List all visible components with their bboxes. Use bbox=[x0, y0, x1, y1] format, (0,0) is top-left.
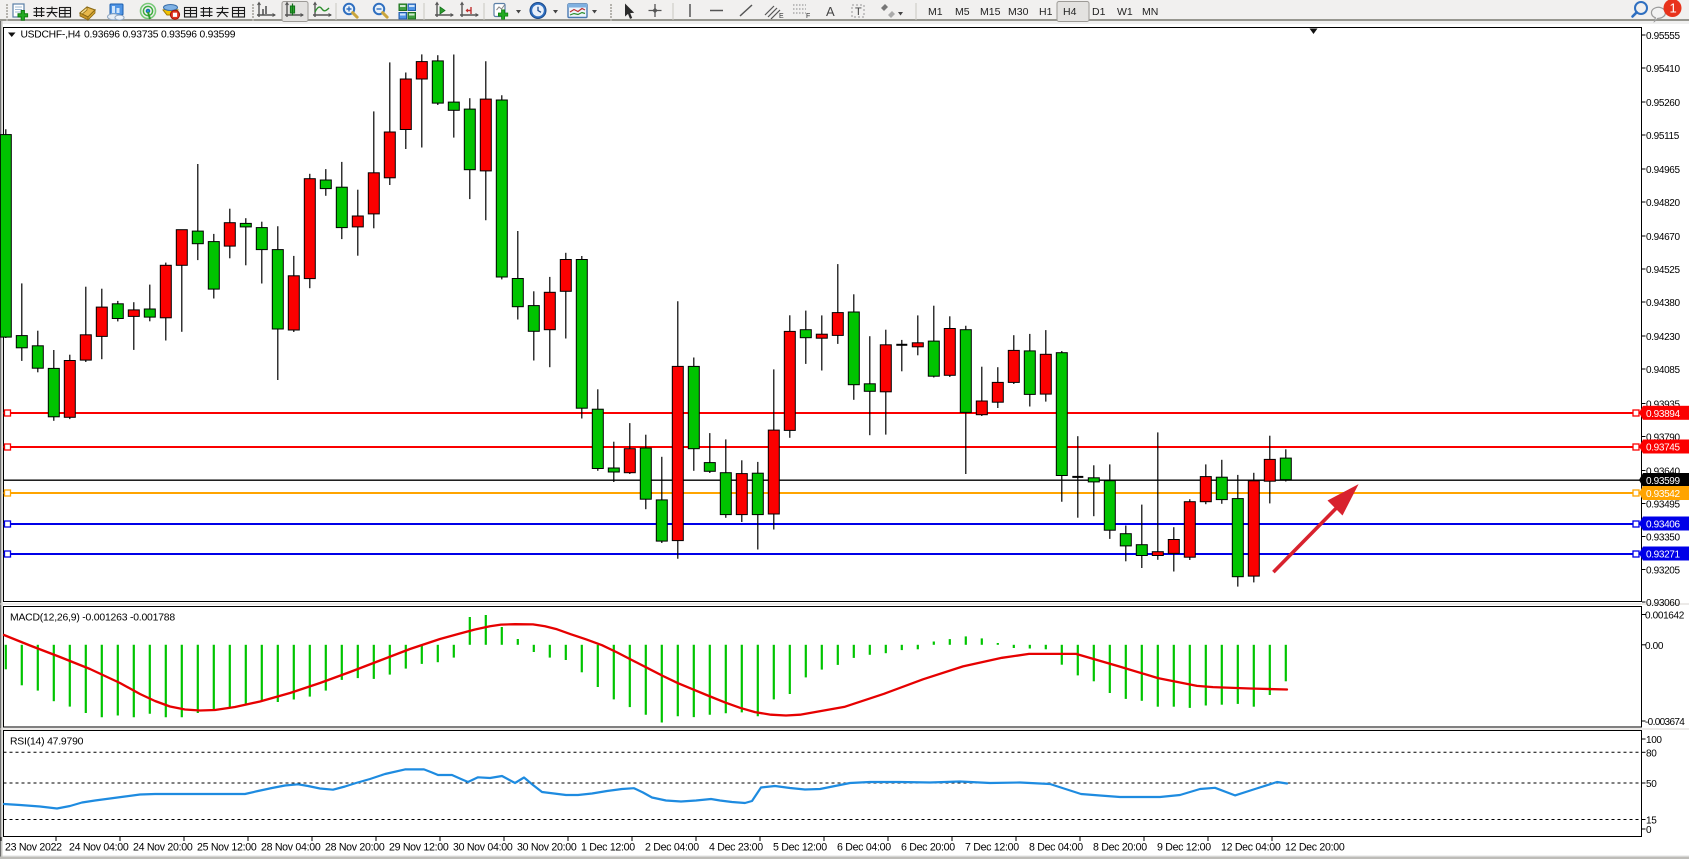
svg-text:8 Dec 04:00: 8 Dec 04:00 bbox=[1029, 842, 1083, 854]
svg-text:30 Nov 20:00: 30 Nov 20:00 bbox=[517, 842, 577, 854]
svg-text:1 Dec 12:00: 1 Dec 12:00 bbox=[581, 842, 635, 854]
svg-text:0.95115: 0.95115 bbox=[1646, 131, 1680, 142]
svg-text:0.94380: 0.94380 bbox=[1646, 298, 1680, 309]
svg-text:M15: M15 bbox=[980, 6, 1001, 18]
svg-text:28 Nov 20:00: 28 Nov 20:00 bbox=[325, 842, 385, 854]
svg-text:0.95260: 0.95260 bbox=[1646, 98, 1680, 109]
svg-text:W1: W1 bbox=[1117, 6, 1133, 18]
svg-text:0.93271: 0.93271 bbox=[1646, 550, 1680, 561]
svg-text:25 Nov 12:00: 25 Nov 12:00 bbox=[197, 842, 257, 854]
svg-text:0.94965: 0.94965 bbox=[1646, 165, 1680, 176]
svg-text:50: 50 bbox=[1646, 779, 1657, 790]
svg-text:0.93599: 0.93599 bbox=[1646, 476, 1680, 487]
svg-text:MN: MN bbox=[1142, 6, 1158, 18]
svg-text:T: T bbox=[855, 6, 862, 18]
svg-text:0.94525: 0.94525 bbox=[1646, 265, 1680, 276]
svg-text:0.94230: 0.94230 bbox=[1646, 332, 1680, 343]
svg-text:MACD(12,26,9) -0.001263 -0.001: MACD(12,26,9) -0.001263 -0.001788 bbox=[10, 613, 175, 624]
svg-text:15: 15 bbox=[1646, 816, 1657, 827]
svg-text:0.93935: 0.93935 bbox=[1646, 400, 1680, 411]
svg-text:0.00: 0.00 bbox=[1645, 641, 1664, 652]
svg-text:0.93894: 0.93894 bbox=[1646, 409, 1680, 420]
svg-text:RSI(14) 47.9790: RSI(14) 47.9790 bbox=[10, 737, 84, 748]
svg-text:M30: M30 bbox=[1008, 6, 1029, 18]
svg-text:28 Nov 04:00: 28 Nov 04:00 bbox=[261, 842, 321, 854]
svg-text:0.93790: 0.93790 bbox=[1646, 433, 1680, 444]
svg-text:6 Dec 20:00: 6 Dec 20:00 bbox=[901, 842, 955, 854]
svg-text:29 Nov 12:00: 29 Nov 12:00 bbox=[389, 842, 449, 854]
svg-text:USDCHF-,H4: USDCHF-,H4 bbox=[21, 30, 81, 41]
svg-text:7 Dec 12:00: 7 Dec 12:00 bbox=[965, 842, 1019, 854]
svg-text:E: E bbox=[779, 13, 784, 20]
svg-text:0.93060: 0.93060 bbox=[1646, 598, 1680, 609]
svg-text:A: A bbox=[826, 4, 835, 19]
svg-text:0.93542: 0.93542 bbox=[1646, 489, 1680, 500]
svg-text:0.93350: 0.93350 bbox=[1646, 533, 1680, 544]
svg-text:9 Dec 12:00: 9 Dec 12:00 bbox=[1157, 842, 1211, 854]
svg-text:D1: D1 bbox=[1092, 6, 1106, 18]
svg-text:0.93745: 0.93745 bbox=[1646, 443, 1680, 454]
svg-text:F: F bbox=[806, 13, 810, 20]
svg-text:0.94820: 0.94820 bbox=[1646, 198, 1680, 209]
svg-text:M5: M5 bbox=[955, 6, 970, 18]
svg-text:80: 80 bbox=[1646, 748, 1657, 759]
svg-text:0.94670: 0.94670 bbox=[1646, 232, 1680, 243]
svg-text:6 Dec 04:00: 6 Dec 04:00 bbox=[837, 842, 891, 854]
svg-text:1: 1 bbox=[1670, 1, 1677, 16]
svg-text:0.93406: 0.93406 bbox=[1646, 520, 1680, 531]
svg-text:0.95410: 0.95410 bbox=[1646, 64, 1680, 75]
svg-text:24 Nov 04:00: 24 Nov 04:00 bbox=[69, 842, 129, 854]
svg-text:0.95555: 0.95555 bbox=[1646, 31, 1680, 42]
svg-text:0.94085: 0.94085 bbox=[1646, 365, 1680, 376]
svg-text:8 Dec 20:00: 8 Dec 20:00 bbox=[1093, 842, 1147, 854]
svg-text:24 Nov 20:00: 24 Nov 20:00 bbox=[133, 842, 193, 854]
svg-text:5 Dec 12:00: 5 Dec 12:00 bbox=[773, 842, 827, 854]
svg-text:30 Nov 04:00: 30 Nov 04:00 bbox=[453, 842, 513, 854]
svg-text:H1: H1 bbox=[1039, 6, 1053, 18]
svg-text:0.93696 0.93735 0.93596 0.9359: 0.93696 0.93735 0.93596 0.93599 bbox=[84, 30, 236, 41]
svg-text:0.001642: 0.001642 bbox=[1645, 611, 1685, 622]
svg-text:H4: H4 bbox=[1063, 6, 1077, 18]
svg-text:12 Dec 04:00: 12 Dec 04:00 bbox=[1221, 842, 1281, 854]
svg-text:23 Nov 2022: 23 Nov 2022 bbox=[5, 842, 62, 854]
svg-text:2 Dec 04:00: 2 Dec 04:00 bbox=[645, 842, 699, 854]
svg-text:4 Dec 23:00: 4 Dec 23:00 bbox=[709, 842, 763, 854]
svg-text:0.93640: 0.93640 bbox=[1646, 467, 1680, 478]
svg-text:0.93205: 0.93205 bbox=[1646, 566, 1680, 577]
svg-text:12 Dec 20:00: 12 Dec 20:00 bbox=[1285, 842, 1345, 854]
svg-text:100: 100 bbox=[1646, 735, 1662, 746]
svg-text:-0.003674: -0.003674 bbox=[1645, 717, 1685, 728]
svg-text:M1: M1 bbox=[928, 6, 943, 18]
svg-text:0: 0 bbox=[1646, 825, 1652, 836]
svg-text:0.93495: 0.93495 bbox=[1646, 500, 1680, 511]
